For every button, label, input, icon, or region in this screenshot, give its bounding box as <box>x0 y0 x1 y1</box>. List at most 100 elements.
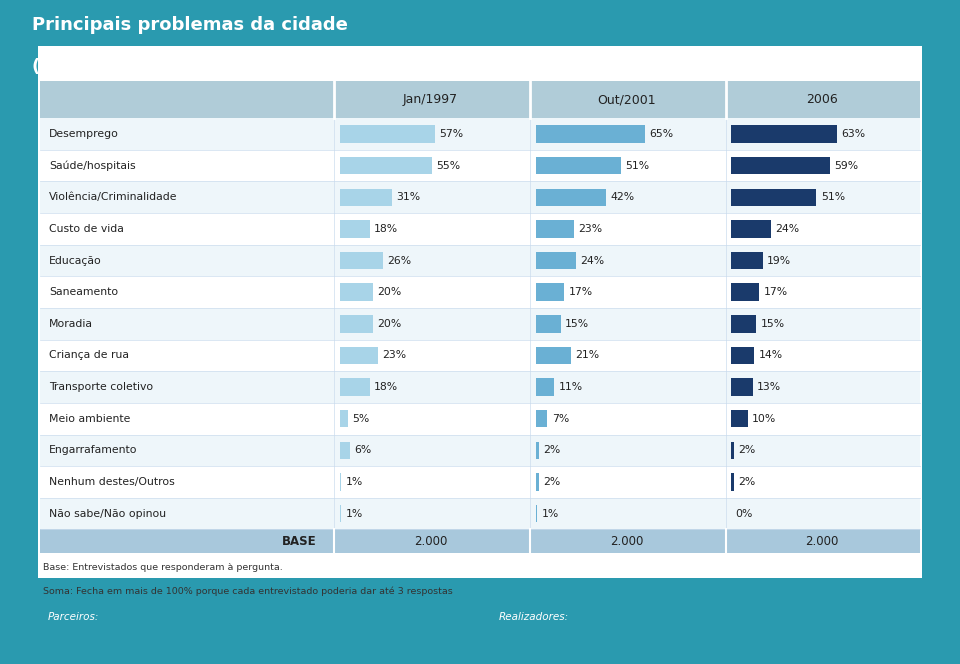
Text: Engarrafamento: Engarrafamento <box>49 446 137 456</box>
Text: 65%: 65% <box>649 129 673 139</box>
Text: 55%: 55% <box>436 161 461 171</box>
Bar <box>536 442 539 459</box>
Bar <box>340 473 341 491</box>
Bar <box>536 378 554 396</box>
Text: 17%: 17% <box>568 288 592 297</box>
Text: Principais problemas da cidade: Principais problemas da cidade <box>33 16 348 34</box>
Text: 18%: 18% <box>374 224 398 234</box>
Bar <box>40 118 920 150</box>
Bar <box>340 252 383 270</box>
Text: 20%: 20% <box>377 288 402 297</box>
Bar <box>340 220 370 238</box>
Text: 20%: 20% <box>377 319 402 329</box>
Text: 1%: 1% <box>346 477 363 487</box>
Text: 18%: 18% <box>374 382 398 392</box>
Text: 2006: 2006 <box>806 93 838 106</box>
Bar <box>536 189 606 206</box>
Bar <box>536 347 571 364</box>
Text: 2%: 2% <box>543 477 561 487</box>
Text: Saúde/hospitais: Saúde/hospitais <box>49 161 135 171</box>
Bar <box>340 315 373 333</box>
Text: 1%: 1% <box>346 509 363 519</box>
Text: 19%: 19% <box>767 256 791 266</box>
Bar <box>536 505 538 523</box>
Text: Nenhum destes/Outros: Nenhum destes/Outros <box>49 477 175 487</box>
Bar <box>340 442 349 459</box>
Text: 24%: 24% <box>776 224 800 234</box>
Text: 5%: 5% <box>352 414 370 424</box>
Text: Meio ambiente: Meio ambiente <box>49 414 131 424</box>
Text: Criança de rua: Criança de rua <box>49 351 129 361</box>
Bar <box>731 189 816 206</box>
Bar <box>731 125 836 143</box>
Text: 0%: 0% <box>735 509 753 519</box>
Text: 7%: 7% <box>552 414 569 424</box>
Text: Base: Entrevistados que responderam à pergunta.: Base: Entrevistados que responderam à pe… <box>43 563 282 572</box>
Bar <box>40 529 920 553</box>
Bar <box>340 284 373 301</box>
Text: 63%: 63% <box>841 129 865 139</box>
Bar <box>731 347 755 364</box>
Bar <box>536 252 576 270</box>
Text: 59%: 59% <box>834 161 858 171</box>
Bar <box>40 340 920 371</box>
Bar <box>536 410 547 428</box>
Text: 2.000: 2.000 <box>805 535 838 548</box>
Bar <box>340 378 370 396</box>
Text: Saneamento: Saneamento <box>49 288 118 297</box>
Bar <box>40 181 920 213</box>
Bar <box>340 410 348 428</box>
Text: 24%: 24% <box>581 256 605 266</box>
Text: 10%: 10% <box>752 414 777 424</box>
Text: 21%: 21% <box>575 351 599 361</box>
Text: 15%: 15% <box>760 319 784 329</box>
Text: 2.000: 2.000 <box>414 535 447 548</box>
Text: Transporte coletivo: Transporte coletivo <box>49 382 154 392</box>
Text: 15%: 15% <box>565 319 589 329</box>
Text: Soma: Fecha em mais de 100% porque cada entrevistado poderia dar até 3 respostas: Soma: Fecha em mais de 100% porque cada … <box>43 587 452 596</box>
Text: Educação: Educação <box>49 256 102 266</box>
Text: 1%: 1% <box>541 509 559 519</box>
Bar <box>340 157 432 175</box>
Text: Não sabe/Não opinou: Não sabe/Não opinou <box>49 509 166 519</box>
Bar <box>731 157 829 175</box>
Bar <box>731 378 753 396</box>
Text: Realizadores:: Realizadores: <box>499 612 569 622</box>
Bar <box>731 410 748 428</box>
Bar <box>40 308 920 340</box>
Bar <box>731 473 734 491</box>
FancyBboxPatch shape <box>30 41 930 583</box>
Text: 26%: 26% <box>388 256 412 266</box>
Text: 2.000: 2.000 <box>610 535 643 548</box>
Bar <box>40 498 920 529</box>
Bar <box>340 125 435 143</box>
Text: Jan/1997: Jan/1997 <box>403 93 458 106</box>
Text: 14%: 14% <box>758 351 782 361</box>
Text: 13%: 13% <box>757 382 781 392</box>
Bar <box>536 125 645 143</box>
Bar <box>40 434 920 466</box>
Bar <box>731 252 762 270</box>
Text: 2%: 2% <box>738 477 756 487</box>
Text: 57%: 57% <box>440 129 464 139</box>
Bar <box>536 220 574 238</box>
Text: Desemprego: Desemprego <box>49 129 119 139</box>
Bar <box>340 505 341 523</box>
Bar <box>40 150 920 181</box>
Bar <box>40 466 920 498</box>
Text: 51%: 51% <box>821 193 845 203</box>
Text: 42%: 42% <box>611 193 635 203</box>
Bar <box>40 81 920 118</box>
Text: 17%: 17% <box>764 288 788 297</box>
Text: 23%: 23% <box>579 224 603 234</box>
Text: 2%: 2% <box>738 446 756 456</box>
Bar <box>40 371 920 403</box>
Text: BASE: BASE <box>282 535 317 548</box>
Bar <box>731 284 759 301</box>
Text: 51%: 51% <box>626 161 650 171</box>
Bar <box>731 315 756 333</box>
Text: Violência/Criminalidade: Violência/Criminalidade <box>49 193 178 203</box>
Text: 31%: 31% <box>396 193 420 203</box>
Bar <box>340 189 392 206</box>
Text: 11%: 11% <box>559 382 583 392</box>
